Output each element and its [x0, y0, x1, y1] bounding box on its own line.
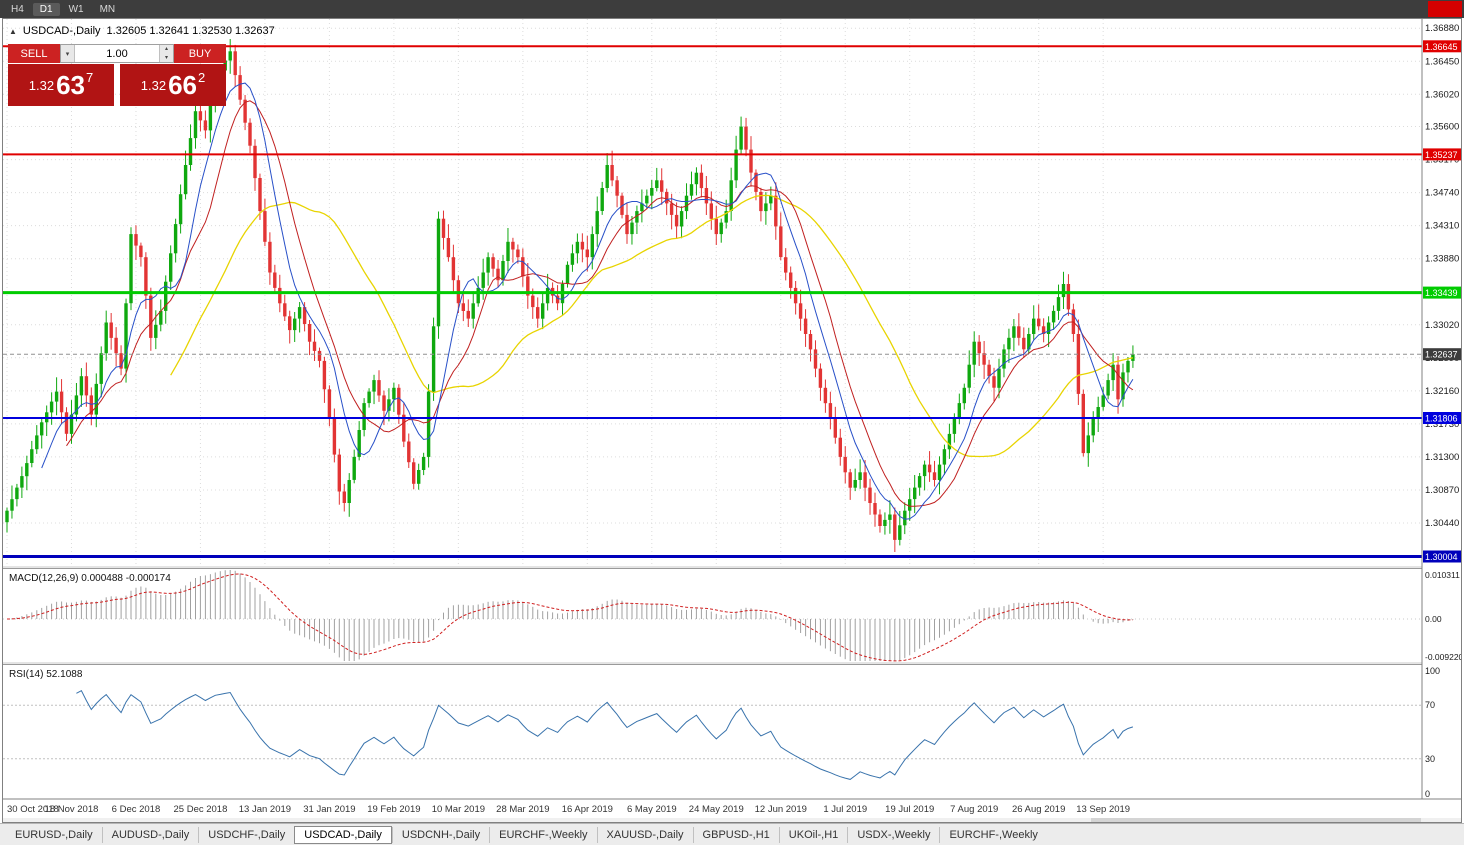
svg-text:30 Oct 2018: 30 Oct 2018	[7, 804, 59, 815]
svg-text:1.36450: 1.36450	[1425, 56, 1459, 67]
volume-box: ▾ ▴ ▾	[60, 44, 174, 63]
chart-ohlc-values: 1.32605 1.32641 1.32530 1.32637	[106, 25, 275, 37]
sell-button[interactable]: SELL	[8, 44, 60, 63]
svg-text:6 Dec 2018: 6 Dec 2018	[112, 804, 161, 815]
svg-text:19 Feb 2019: 19 Feb 2019	[367, 804, 420, 815]
svg-text:26 Aug 2019: 26 Aug 2019	[1012, 804, 1065, 815]
svg-text:1.31806: 1.31806	[1425, 414, 1458, 424]
chart-title: ▲ USDCAD-,Daily 1.32605 1.32641 1.32530 …	[9, 25, 275, 37]
timeframe-h4[interactable]: H4	[11, 3, 24, 15]
chart-tab-xauusd-daily[interactable]: XAUUSD-,Daily	[596, 826, 693, 843]
svg-text:18 Nov 2018: 18 Nov 2018	[45, 804, 99, 815]
chart-symbol-period: USDCAD-,Daily	[22, 25, 101, 37]
svg-text:1.30004: 1.30004	[1425, 552, 1458, 562]
chart-tab-usdx-weekly[interactable]: USDX-,Weekly	[847, 826, 939, 843]
svg-text:1.30870: 1.30870	[1425, 485, 1459, 496]
chart-window: 1.368801.364501.360201.356001.351701.347…	[2, 18, 1462, 823]
svg-text:10 Mar 2019: 10 Mar 2019	[432, 804, 485, 815]
svg-text:30: 30	[1425, 754, 1435, 764]
sell-price-button[interactable]: 1.32 63 7	[8, 64, 114, 106]
svg-text:1.36645: 1.36645	[1425, 42, 1458, 52]
svg-text:13 Sep 2019: 13 Sep 2019	[1076, 804, 1130, 815]
chart-tabs-bar: EURUSD-,Daily AUDUSD-,Daily USDCHF-,Daily U…	[0, 823, 1464, 845]
chart-tab-eurusd-daily[interactable]: EURUSD-,Daily	[15, 828, 93, 841]
volume-down-button[interactable]: ▾	[164, 54, 168, 61]
chart-tab-usdcad-daily[interactable]: USDCAD-,Daily	[294, 825, 392, 844]
svg-text:16 Apr 2019: 16 Apr 2019	[562, 804, 613, 815]
buy-price-big: 66	[168, 70, 197, 100]
chart-tab-audusd-daily[interactable]: AUDUSD-,Daily	[101, 826, 199, 843]
svg-text:1.34740: 1.34740	[1425, 188, 1459, 199]
chart-tab-usdchf-daily[interactable]: USDCHF-,Daily	[198, 826, 294, 843]
svg-text:1.36020: 1.36020	[1425, 89, 1459, 100]
timeframe-w1[interactable]: W1	[68, 3, 84, 15]
chart-canvas[interactable]: 1.368801.364501.360201.356001.351701.347…	[3, 19, 1461, 818]
buy-price-prefix: 1.32	[140, 77, 167, 93]
sell-price-sup: 7	[86, 69, 94, 85]
buy-button[interactable]: BUY	[174, 44, 226, 63]
svg-text:25 Dec 2018: 25 Dec 2018	[174, 804, 228, 815]
svg-text:1.35237: 1.35237	[1425, 150, 1458, 160]
svg-text:0.00: 0.00	[1425, 614, 1442, 624]
svg-text:28 Mar 2019: 28 Mar 2019	[496, 804, 549, 815]
buy-price-sup: 2	[198, 69, 206, 85]
svg-text:0: 0	[1425, 789, 1430, 799]
volume-spinner: ▴ ▾	[159, 45, 173, 62]
svg-text:1.33439: 1.33439	[1425, 288, 1458, 298]
svg-text:1.33020: 1.33020	[1425, 320, 1459, 331]
svg-text:6 May 2019: 6 May 2019	[627, 804, 677, 815]
svg-text:-0.009220: -0.009220	[1425, 652, 1461, 662]
svg-text:100: 100	[1425, 666, 1440, 676]
volume-dropdown-button[interactable]: ▾	[61, 45, 75, 62]
svg-text:1.32160: 1.32160	[1425, 386, 1459, 397]
svg-text:MACD(12,26,9) 0.000488 -0.0001: MACD(12,26,9) 0.000488 -0.000174	[9, 573, 171, 584]
svg-text:24 May 2019: 24 May 2019	[689, 804, 744, 815]
timeframe-mn[interactable]: MN	[99, 3, 116, 15]
svg-text:31 Jan 2019: 31 Jan 2019	[303, 804, 355, 815]
svg-text:1.34310: 1.34310	[1425, 221, 1459, 232]
svg-text:1.35600: 1.35600	[1425, 122, 1459, 133]
volume-up-button[interactable]: ▴	[164, 46, 168, 52]
chart-tab-gbpusd-h1[interactable]: GBPUSD-,H1	[692, 826, 779, 843]
timeframe-d1[interactable]: D1	[32, 2, 60, 16]
svg-text:1 Jul 2019: 1 Jul 2019	[823, 804, 867, 815]
buy-price-button[interactable]: 1.32 66 2	[120, 64, 226, 106]
chart-tab-usdcnh-daily[interactable]: USDCNH-,Daily	[391, 826, 489, 843]
volume-input[interactable]	[75, 45, 159, 62]
toolbar-red-button[interactable]	[1428, 1, 1462, 17]
chart-tab-ukoil-h1[interactable]: UKOil-,H1	[778, 826, 848, 843]
sell-price-big: 63	[56, 70, 85, 100]
svg-text:12 Jun 2019: 12 Jun 2019	[755, 804, 807, 815]
svg-text:1.31730: 1.31730	[1425, 419, 1459, 430]
svg-text:0.010311: 0.010311	[1425, 570, 1460, 580]
svg-text:RSI(14) 52.1088: RSI(14) 52.1088	[9, 669, 83, 680]
sell-price-prefix: 1.32	[28, 77, 55, 93]
svg-text:13 Jan 2019: 13 Jan 2019	[239, 804, 291, 815]
svg-text:1.30440: 1.30440	[1425, 518, 1459, 529]
timeframe-buttons: H4 D1 W1 MN	[4, 2, 122, 16]
svg-text:1.33880: 1.33880	[1425, 254, 1459, 265]
chart-tab-eurchf-weekly[interactable]: EURCHF-,Weekly	[489, 826, 596, 843]
svg-text:1.32637: 1.32637	[1425, 350, 1458, 360]
chart-tab-eurchf-weekly[interactable]: EURCHF-,Weekly	[939, 826, 1046, 843]
svg-text:1.31300: 1.31300	[1425, 452, 1459, 463]
one-click-toggle-icon[interactable]: ▲	[9, 26, 17, 36]
svg-text:7 Aug 2019: 7 Aug 2019	[950, 804, 998, 815]
svg-text:1.36880: 1.36880	[1425, 23, 1459, 34]
scrollbar-thumb[interactable]	[1091, 818, 1421, 822]
horizontal-scrollbar[interactable]	[3, 818, 1461, 822]
svg-text:19 Jul 2019: 19 Jul 2019	[885, 804, 934, 815]
top-toolbar: H4 D1 W1 MN	[0, 0, 1464, 18]
svg-text:70: 70	[1425, 700, 1435, 710]
